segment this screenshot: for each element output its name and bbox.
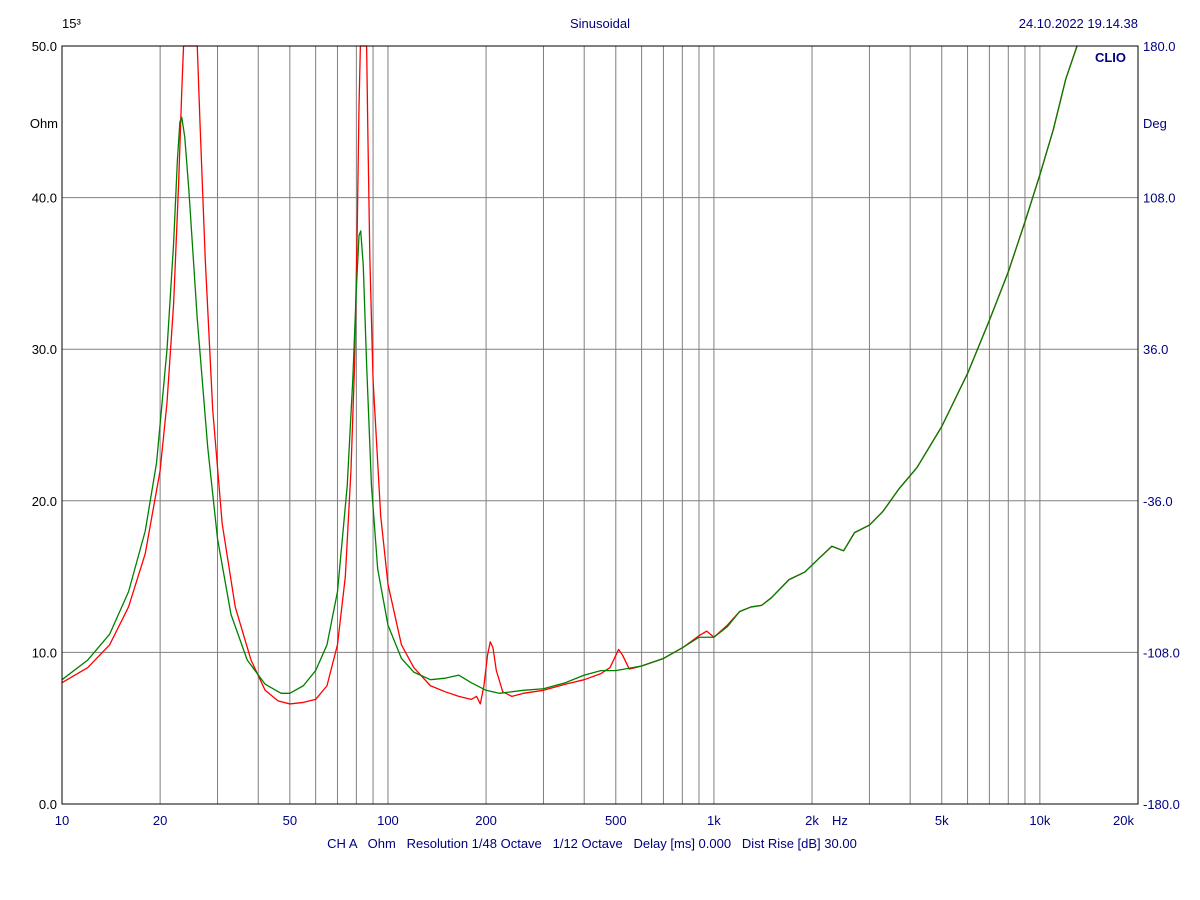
series-group (61, 45, 1078, 705)
y-tick-label: 30.0 (32, 342, 57, 357)
y-tick-label: 10.0 (32, 645, 57, 660)
x-tick-label: 2k (805, 813, 819, 828)
plot-frame (61, 45, 1139, 805)
y2-axis-labels: -180.0 -108.0 -36.0 36.0 108.0 180.0 (1143, 39, 1180, 812)
y2-tick-label: 180.0 (1143, 39, 1176, 54)
clio-brand: CLIO (1095, 50, 1126, 65)
x-tick-label: 500 (605, 813, 627, 828)
x-tick-label: 100 (377, 813, 399, 828)
x-tick-label: 20k (1113, 813, 1134, 828)
y-tick-label: 40.0 (32, 191, 57, 206)
x-tick-label: 5k (935, 813, 949, 828)
x-tick-label: 200 (475, 813, 497, 828)
x-tick-label: 20 (153, 813, 167, 828)
x-tick-label: 1k (707, 813, 721, 828)
y-tick-label: 0.0 (39, 797, 57, 812)
y-axis-labels: 0.0 10.0 20.0 30.0 40.0 50.0 (32, 39, 57, 812)
y2-tick-label: 108.0 (1143, 191, 1176, 206)
timestamp: 24.10.2022 19.14.38 (1019, 16, 1138, 31)
x-axis-unit: Hz (832, 813, 848, 828)
y-tick-label: 20.0 (32, 494, 57, 509)
x-tick-label: 10k (1029, 813, 1050, 828)
y2-tick-label: -180.0 (1143, 797, 1180, 812)
footer-settings: CH A Ohm Resolution 1/48 Octave 1/12 Oct… (327, 836, 857, 851)
x-tick-label: 50 (283, 813, 297, 828)
series-line-2 (61, 45, 1078, 694)
x-axis-labels: 10 20 50 100 200 500 1k 2k 5k 10k 20k (55, 813, 1135, 828)
grid (62, 46, 1138, 804)
y2-tick-label: -36.0 (1143, 494, 1173, 509)
y-tick-label: 50.0 (32, 39, 57, 54)
y2-tick-label: 36.0 (1143, 342, 1168, 357)
chart-title: Sinusoidal (570, 16, 630, 31)
y2-axis-unit: Deg (1143, 116, 1167, 131)
y-axis-unit: Ohm (30, 116, 58, 131)
x-tick-label: 10 (55, 813, 69, 828)
header-left-label: 15³ (62, 16, 81, 31)
y2-tick-label: -108.0 (1143, 645, 1180, 660)
